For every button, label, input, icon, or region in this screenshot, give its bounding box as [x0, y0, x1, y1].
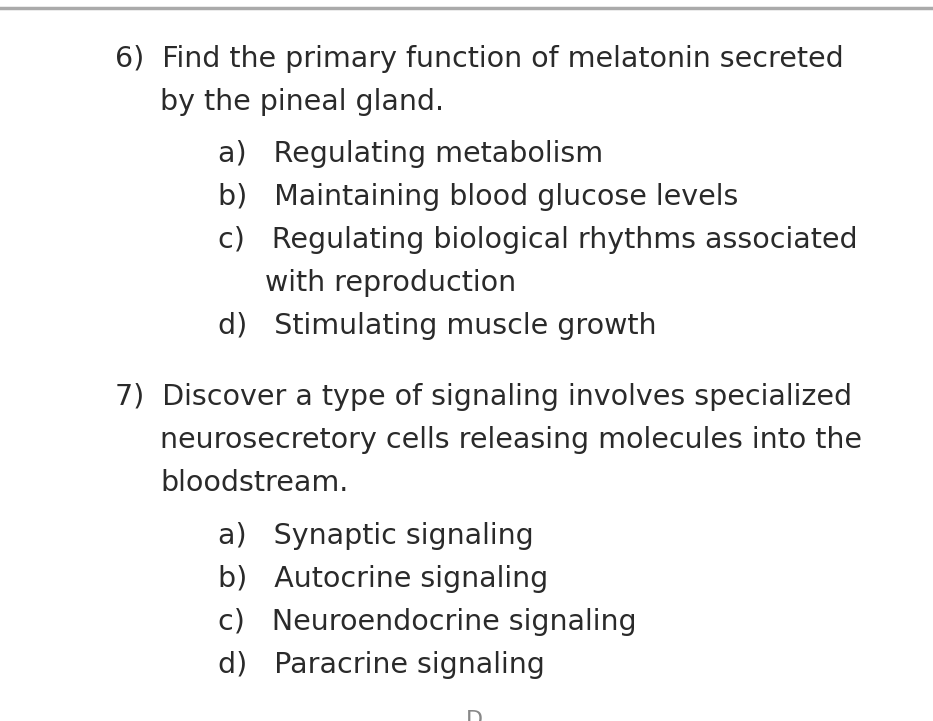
Text: by the pineal gland.: by the pineal gland.	[160, 88, 444, 116]
Text: bloodstream.: bloodstream.	[160, 469, 348, 497]
Text: with reproduction: with reproduction	[265, 269, 516, 297]
Text: a)   Regulating metabolism: a) Regulating metabolism	[218, 140, 603, 168]
Text: a)   Synaptic signaling: a) Synaptic signaling	[218, 522, 534, 550]
Text: 7)  Discover a type of signaling involves specialized: 7) Discover a type of signaling involves…	[115, 383, 852, 411]
Text: c)   Regulating biological rhythms associated: c) Regulating biological rhythms associa…	[218, 226, 857, 254]
Text: d)   Stimulating muscle growth: d) Stimulating muscle growth	[218, 312, 657, 340]
Text: b)   Maintaining blood glucose levels: b) Maintaining blood glucose levels	[218, 183, 738, 211]
Text: 6)  Find the primary function of melatonin secreted: 6) Find the primary function of melatoni…	[115, 45, 843, 73]
Text: b)   Autocrine signaling: b) Autocrine signaling	[218, 565, 549, 593]
Text: c)   Neuroendocrine signaling: c) Neuroendocrine signaling	[218, 608, 636, 636]
Text: neurosecretory cells releasing molecules into the: neurosecretory cells releasing molecules…	[160, 426, 862, 454]
Text: d)   Paracrine signaling: d) Paracrine signaling	[218, 651, 545, 679]
Text: D: D	[466, 710, 483, 721]
